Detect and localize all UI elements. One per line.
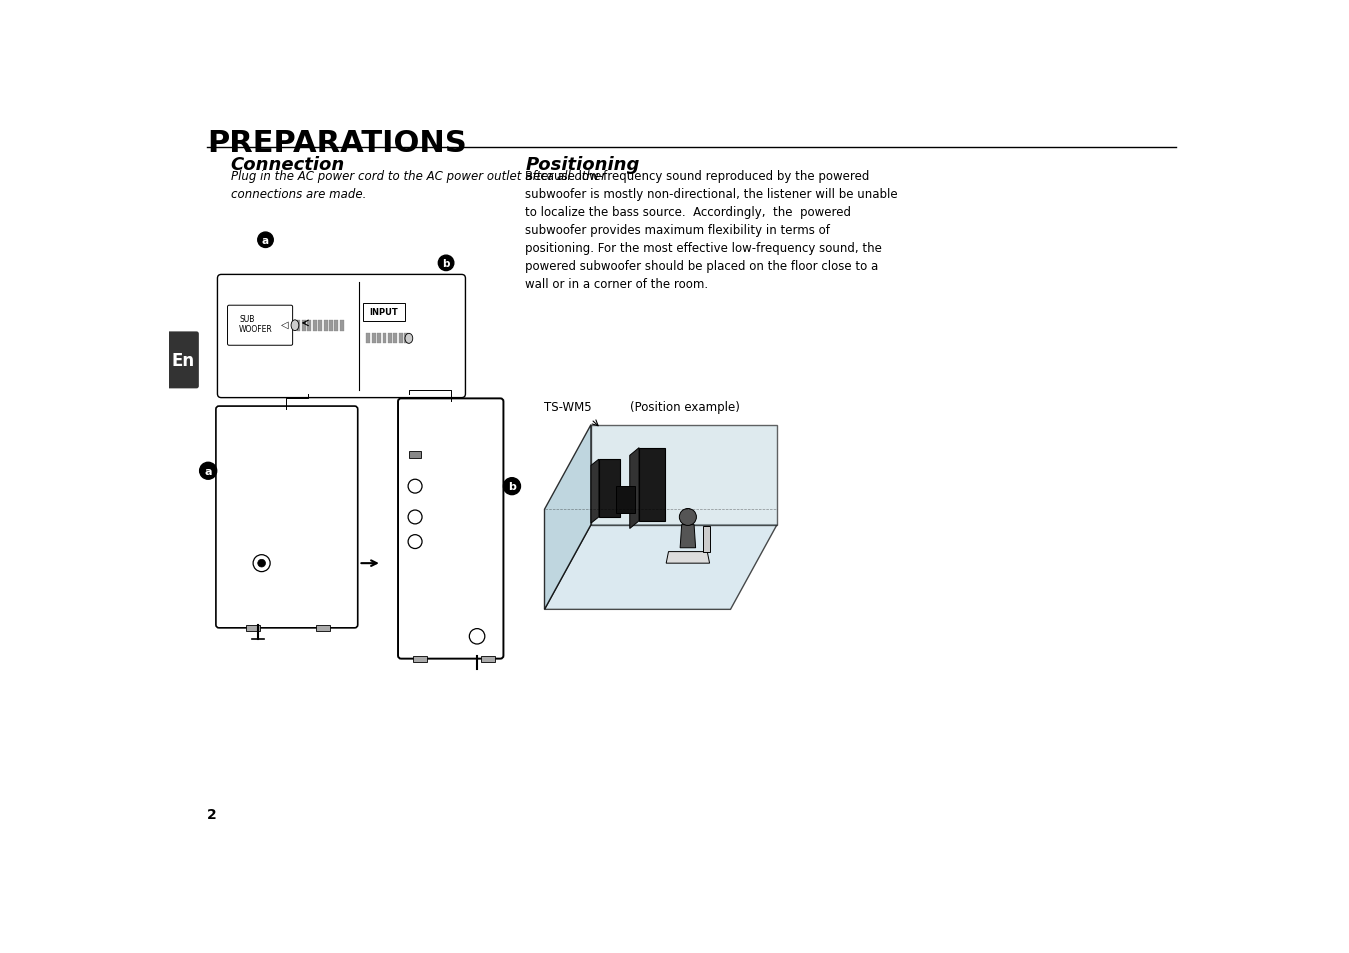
Text: (Position example): (Position example) — [630, 400, 739, 414]
Text: 2: 2 — [208, 807, 217, 821]
Bar — [389, 334, 391, 344]
Polygon shape — [639, 448, 665, 521]
Circle shape — [200, 463, 217, 479]
Circle shape — [258, 233, 274, 248]
Polygon shape — [666, 552, 710, 563]
Bar — [324, 320, 328, 332]
Ellipse shape — [291, 320, 299, 332]
Polygon shape — [591, 459, 599, 523]
FancyBboxPatch shape — [228, 306, 293, 346]
Bar — [302, 320, 306, 332]
Text: ◁: ◁ — [281, 319, 289, 330]
FancyBboxPatch shape — [217, 275, 465, 398]
Polygon shape — [599, 459, 621, 517]
FancyBboxPatch shape — [482, 656, 495, 662]
Bar — [399, 334, 402, 344]
FancyBboxPatch shape — [409, 452, 421, 459]
Circle shape — [409, 479, 422, 494]
Bar — [405, 334, 409, 344]
Polygon shape — [630, 448, 639, 529]
FancyBboxPatch shape — [363, 304, 405, 322]
Circle shape — [254, 555, 270, 572]
Text: TS-WM5: TS-WM5 — [545, 400, 592, 414]
FancyBboxPatch shape — [398, 399, 503, 659]
Text: Plug in the AC power cord to the AC power outlet after all other
connections are: Plug in the AC power cord to the AC powe… — [231, 170, 606, 201]
Circle shape — [409, 511, 422, 524]
Bar — [297, 320, 301, 332]
Text: INPUT: INPUT — [370, 308, 398, 316]
Bar — [372, 334, 375, 344]
FancyBboxPatch shape — [316, 625, 329, 631]
FancyBboxPatch shape — [166, 332, 198, 389]
Bar — [340, 320, 344, 332]
Bar — [318, 320, 322, 332]
Circle shape — [680, 509, 696, 526]
Bar — [378, 334, 380, 344]
Text: En: En — [171, 352, 194, 370]
FancyBboxPatch shape — [246, 625, 260, 631]
Polygon shape — [680, 525, 696, 548]
Text: b: b — [442, 258, 449, 269]
Polygon shape — [591, 425, 777, 525]
Bar — [329, 320, 333, 332]
Text: SUB
WOOFER: SUB WOOFER — [239, 314, 272, 335]
Bar — [313, 320, 317, 332]
Text: Connection: Connection — [231, 156, 345, 173]
Text: b: b — [509, 481, 515, 492]
Text: PREPARATIONS: PREPARATIONS — [208, 129, 467, 158]
Circle shape — [469, 629, 484, 644]
Bar — [335, 320, 339, 332]
Text: a: a — [262, 235, 268, 246]
Text: a: a — [205, 466, 212, 476]
Ellipse shape — [405, 334, 413, 344]
Circle shape — [503, 478, 521, 496]
Polygon shape — [545, 425, 591, 610]
Bar — [383, 334, 386, 344]
Polygon shape — [703, 527, 710, 552]
Text: Because low-frequency sound reproduced by the powered
subwoofer is mostly non-di: Because low-frequency sound reproduced b… — [525, 170, 897, 291]
Circle shape — [438, 256, 453, 272]
Bar — [394, 334, 397, 344]
Circle shape — [258, 559, 266, 567]
Circle shape — [409, 535, 422, 549]
Bar — [366, 334, 370, 344]
FancyBboxPatch shape — [413, 656, 426, 662]
Text: Positioning: Positioning — [525, 156, 639, 173]
Polygon shape — [545, 525, 777, 610]
Bar — [308, 320, 312, 332]
FancyBboxPatch shape — [216, 407, 357, 628]
FancyBboxPatch shape — [615, 487, 635, 514]
